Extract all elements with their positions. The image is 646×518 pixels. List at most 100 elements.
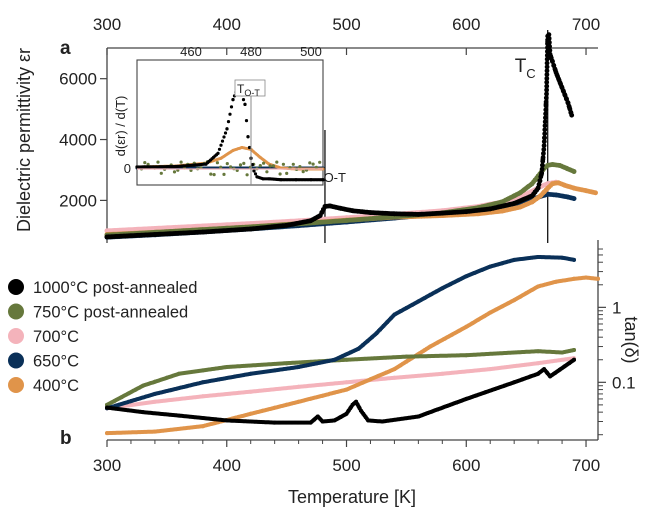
inset-point [281,162,285,166]
panel-b-point [518,294,523,299]
panel-b-series-750-c-post-annealed [105,348,576,407]
panel-b-point [212,421,217,426]
panel-a-point [200,223,206,229]
panel-b-point [596,276,600,281]
panel-a-point [308,218,313,224]
panel-b-point [376,373,381,378]
panel-b-point [384,370,389,375]
inset-point [231,148,235,152]
panel-a-point [547,44,552,49]
panel-b-point [500,261,505,266]
panel-b-point [404,354,409,359]
inset-point [279,178,283,182]
panel-b-point [442,336,447,341]
panel-b-point [284,402,289,407]
panel-b-point [449,332,454,337]
panel-b-series-400-c [105,275,600,436]
panel-b-point [435,340,440,345]
panel-b-point [224,365,229,369]
panel-a-point [540,158,546,164]
panel-a-point [200,229,206,235]
panel-a-point [499,208,505,214]
panel-a-point [565,194,571,200]
legend-item-650-c: 650°C [8,352,79,371]
panel-a-point [546,36,552,41]
inset-point [311,162,315,166]
panel-a-point [487,206,493,212]
panel-b-point [232,374,237,379]
panel-b-point [425,411,430,415]
inset-point [271,164,276,168]
panel-b-point [410,302,415,307]
panel-a-point [535,185,541,191]
inset-point [135,165,139,169]
panel-a-point [529,199,535,205]
inset-point [248,165,252,169]
bottom-x-tick-label: 300 [93,456,121,475]
panel-b-point [502,383,507,388]
inset-x-tick-label: 500 [300,44,322,59]
panel-b-point [129,403,133,407]
panel-a-point [533,196,539,202]
panel-a-point [542,131,548,137]
panel-b-point [200,368,205,373]
inset-point [226,120,231,124]
panel-a-point [547,48,553,53]
legend-label: 400°C [33,377,79,395]
panel-b-point [385,320,390,325]
inset-point [209,172,213,176]
panel-b-point [494,307,499,312]
inset-point [219,165,223,169]
panel-a-point [520,197,526,203]
panel-b-point [584,275,588,280]
inset-point [225,162,229,166]
inset-point [291,162,295,166]
panel-b-point [184,384,189,389]
panel-b-point [483,390,488,395]
legend-label: 650°C [33,353,79,371]
panel-b-point [392,367,397,372]
panel-b-point [284,361,289,366]
panel-b-point [140,395,145,400]
panel-a-plot [104,32,598,240]
panel-b-point [340,354,345,359]
panel-b-point [361,342,365,347]
panel-b-point [133,387,138,392]
panel-a-point [538,193,543,199]
panel-b-point [528,374,533,379]
panel-b-point [512,380,517,385]
panel-b-point [464,396,469,401]
panel-b-point [168,388,173,393]
panel-b-point [464,274,469,279]
panel-a-point [543,103,549,109]
inset-point [268,164,272,168]
panel-b-point [129,399,133,404]
panel-a-point [571,169,577,174]
inset-point [309,178,313,182]
panel-a-point [541,147,547,152]
inset-point [242,161,246,165]
panel-a-point [556,77,562,83]
inset-point [285,171,289,175]
panel-b-point [500,304,505,309]
panel-a-point [556,180,561,186]
inset-point [294,178,298,182]
panel-a-point [550,162,555,167]
x-axis-label: Temperature [K] [288,487,416,507]
tot-label-sub: O-T [324,170,346,185]
panel-b-point [512,298,517,303]
panel-b-point [512,350,517,355]
panel-b-point [272,405,277,410]
panel-a-point [546,32,552,37]
tc-label-sub: C [526,66,535,81]
panel-b-point [422,296,427,301]
panel-b-point [464,324,469,329]
panel-a-point [152,226,158,231]
inset-point [298,165,302,169]
panel-a-point [540,155,546,160]
inset-point [308,161,312,165]
panel-a-point [551,62,557,68]
panel-b-point [488,264,493,269]
panel-a-point [562,93,568,98]
panel-a-point [517,204,523,210]
